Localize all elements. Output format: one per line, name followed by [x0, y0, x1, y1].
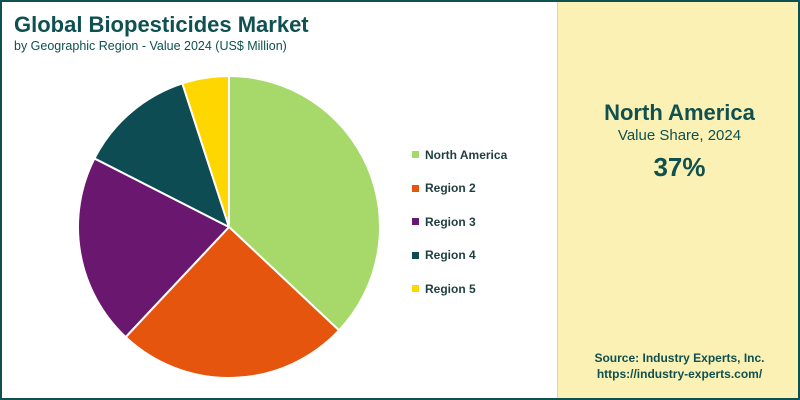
pie-chart: [77, 74, 381, 379]
source-url[interactable]: https://industry-experts.com/: [596, 367, 763, 381]
legend-swatch: [412, 184, 419, 192]
source-line: Source: Industry Experts, Inc.: [594, 351, 765, 365]
legend-item: Region 2: [412, 172, 507, 206]
pie-slice-2: [124, 225, 341, 379]
legend-swatch: [412, 285, 419, 293]
legend-item: North America: [412, 138, 507, 172]
legend-item: Region 3: [412, 205, 507, 239]
legend-swatch: [412, 151, 419, 159]
highlight-label: Value Share, 2024: [617, 127, 742, 144]
highlight-region: North America: [604, 100, 755, 125]
pie-slice-4: [93, 82, 231, 229]
legend-swatch: [412, 251, 419, 259]
legend-item: Region 5: [412, 272, 507, 306]
legend-swatch: [412, 218, 419, 226]
legend-label: Region 4: [425, 248, 476, 263]
legend-label: North America: [425, 147, 508, 162]
highlight-value: 37%: [653, 152, 706, 182]
pie-slice-3: [77, 157, 231, 339]
chart-subtitle: by Geographic Region - Value 2024 (US$ M…: [14, 39, 287, 53]
legend-label: Region 5: [425, 281, 476, 296]
legend-label: Region 3: [425, 214, 476, 229]
legend-label: Region 2: [425, 181, 476, 196]
legend: North America Region 2 Region 3 Region 4 Reg…: [412, 138, 507, 306]
source-note: Source: Industry Experts, Inc. https://i…: [558, 350, 798, 382]
pie-slice-5: [181, 74, 230, 228]
highlight-panel: North America Value Share, 2024 37% Sour…: [557, 2, 798, 398]
pie-slice-1: [228, 74, 381, 332]
chart-title: Global Biopesticides Market: [14, 12, 309, 37]
legend-item: Region 4: [412, 239, 507, 273]
